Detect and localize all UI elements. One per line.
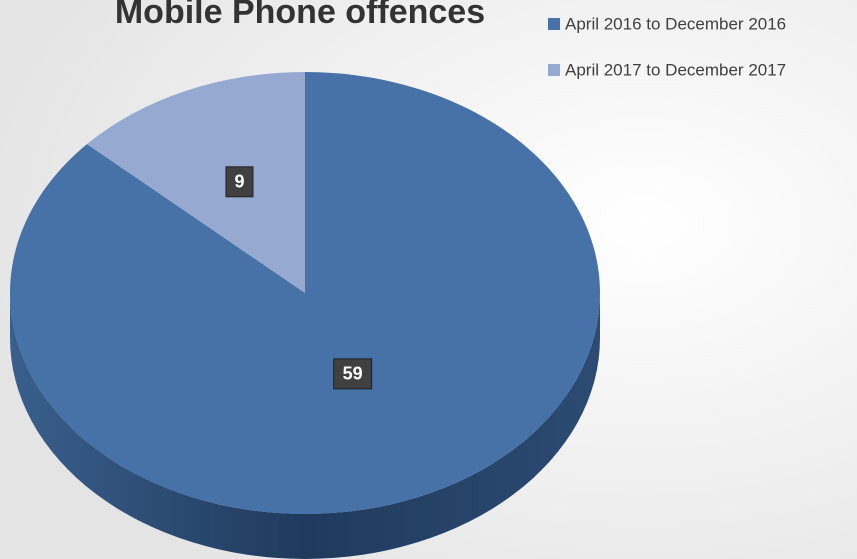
legend-label: April 2016 to December 2016 [565,14,786,33]
data-label-box [225,166,254,198]
data-label: 59 [343,364,363,384]
legend-label: April 2017 to December 2017 [565,60,786,79]
pie-slice [9,72,600,515]
legend-swatch [548,18,560,30]
data-label: 9 [234,172,244,192]
legend-swatch [548,64,560,76]
data-label-box [333,358,373,390]
chart-title: Mobile Phone offences [115,0,485,31]
pie-side [10,293,600,559]
pie-slice [86,72,305,293]
